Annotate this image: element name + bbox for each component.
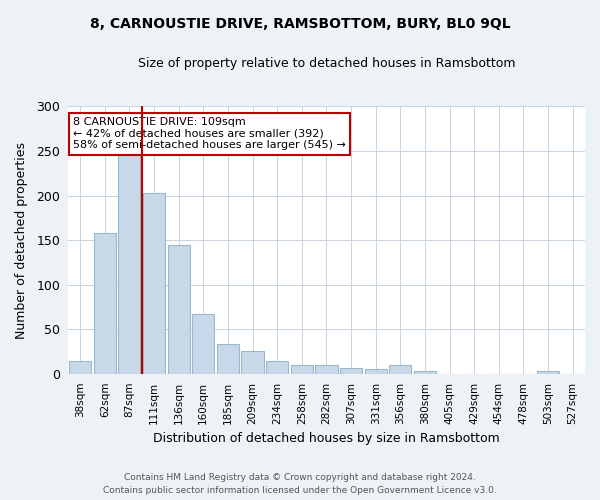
Bar [241, 350, 263, 374]
Bar [414, 371, 436, 374]
Bar [192, 314, 214, 374]
Bar [537, 371, 559, 374]
Title: Size of property relative to detached houses in Ramsbottom: Size of property relative to detached ho… [137, 58, 515, 70]
Bar [365, 370, 387, 374]
Bar [316, 365, 338, 374]
Bar [94, 233, 116, 374]
Text: 8 CARNOUSTIE DRIVE: 109sqm
← 42% of detached houses are smaller (392)
58% of sem: 8 CARNOUSTIE DRIVE: 109sqm ← 42% of deta… [73, 117, 346, 150]
Text: 8, CARNOUSTIE DRIVE, RAMSBOTTOM, BURY, BL0 9QL: 8, CARNOUSTIE DRIVE, RAMSBOTTOM, BURY, B… [89, 18, 511, 32]
Bar [143, 193, 165, 374]
X-axis label: Distribution of detached houses by size in Ramsbottom: Distribution of detached houses by size … [153, 432, 500, 445]
Bar [167, 244, 190, 374]
Bar [217, 344, 239, 374]
Y-axis label: Number of detached properties: Number of detached properties [15, 142, 28, 338]
Bar [118, 151, 140, 374]
Bar [69, 360, 91, 374]
Bar [266, 360, 288, 374]
Bar [389, 365, 412, 374]
Bar [291, 365, 313, 374]
Text: Contains HM Land Registry data © Crown copyright and database right 2024.
Contai: Contains HM Land Registry data © Crown c… [103, 474, 497, 495]
Bar [340, 368, 362, 374]
